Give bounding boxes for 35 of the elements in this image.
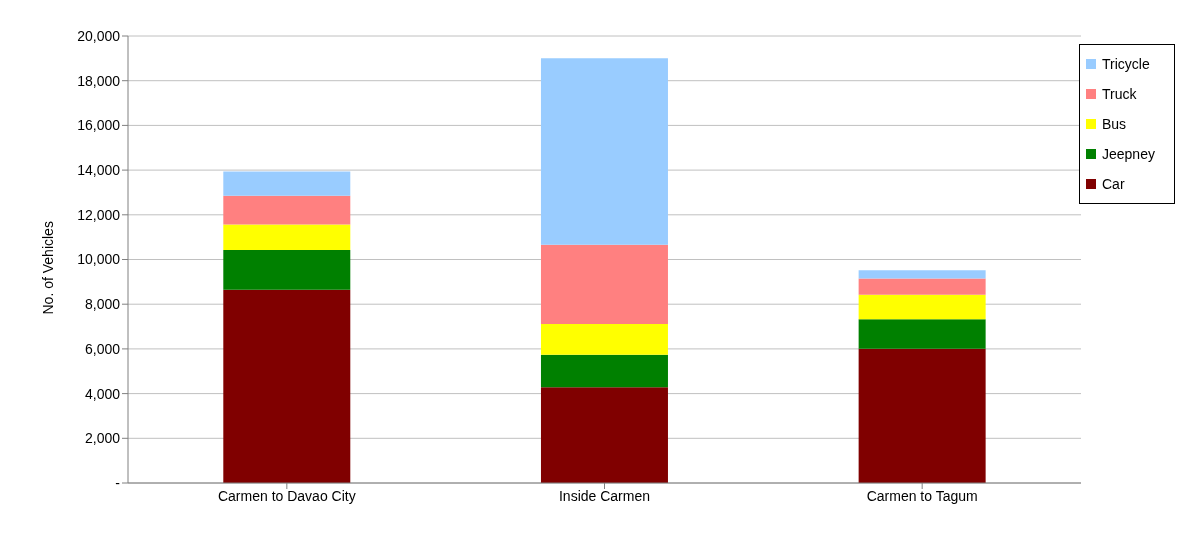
legend-label: Bus <box>1102 116 1127 132</box>
bar <box>223 249 351 290</box>
bar <box>858 270 986 279</box>
bar <box>540 244 668 325</box>
legend-label: Truck <box>1102 86 1137 102</box>
bar <box>223 195 351 225</box>
bar <box>858 294 986 320</box>
y-tick-label: 4,000 <box>84 385 121 402</box>
y-tick-label: 8,000 <box>84 296 121 313</box>
x-tick-label: Inside Carmen <box>558 487 651 504</box>
x-tick-label: Carmen to Tagum <box>866 487 978 504</box>
bar <box>858 278 986 295</box>
bar <box>223 171 351 196</box>
bar <box>223 289 351 483</box>
y-axis-title: No. of Vehicles <box>39 221 56 315</box>
y-tick-label: 12,000 <box>77 206 121 223</box>
bar <box>540 387 668 483</box>
legend-label: Tricycle <box>1102 56 1150 72</box>
bar <box>223 224 351 250</box>
bar <box>858 348 986 483</box>
y-tick-label: 2,000 <box>84 430 121 447</box>
bar <box>540 354 668 388</box>
bar <box>540 58 668 245</box>
y-tick-label: 20,000 <box>77 27 121 44</box>
y-tick-label: 16,000 <box>77 117 121 134</box>
y-tick-label: - <box>115 474 121 491</box>
y-tick-label: 18,000 <box>77 72 121 89</box>
legend-label: Jeepney <box>1102 146 1155 162</box>
bar <box>858 319 986 349</box>
y-tick-label: 14,000 <box>77 162 121 179</box>
bar <box>540 324 668 355</box>
y-tick-label: 10,000 <box>77 251 121 268</box>
y-tick-label: 6,000 <box>84 340 121 357</box>
x-tick-label: Carmen to Davao City <box>217 487 356 504</box>
legend-label: Car <box>1102 176 1125 192</box>
